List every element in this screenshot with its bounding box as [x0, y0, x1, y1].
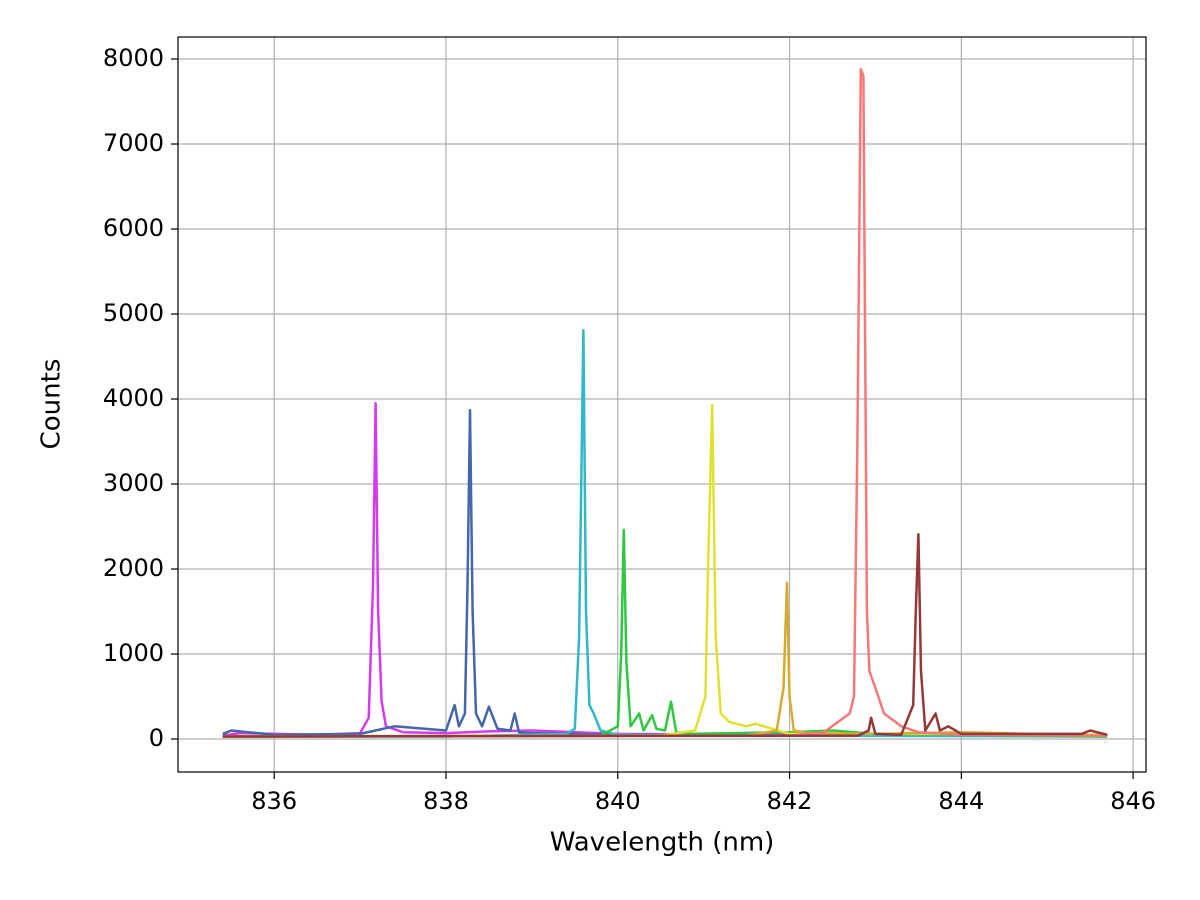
- y-tick-label: 5000: [103, 299, 164, 327]
- x-axis-label: Wavelength (nm): [550, 828, 775, 858]
- y-tick-label: 4000: [103, 384, 164, 412]
- series-line: [222, 408, 1108, 737]
- series-line: [222, 581, 1108, 738]
- series-line: [222, 532, 1108, 738]
- x-tick-label: 846: [1110, 787, 1156, 815]
- x-tick-label: 836: [251, 787, 297, 815]
- plot-lines: [222, 67, 1108, 738]
- series-line: [222, 67, 1108, 738]
- plot-frame: [177, 36, 1147, 773]
- y-tick-label: 1000: [103, 639, 164, 667]
- x-tick-label: 842: [767, 787, 813, 815]
- y-tick-label: 8000: [103, 44, 164, 72]
- x-tick-label: 840: [595, 787, 641, 815]
- x-tick-label: 844: [938, 787, 984, 815]
- y-tick-label: 3000: [103, 469, 164, 497]
- y-axis-label: Counts: [37, 359, 67, 450]
- y-tick-label: 0: [149, 724, 164, 752]
- series-line: [222, 528, 1108, 738]
- series-line: [222, 403, 1108, 738]
- y-tick-label: 2000: [103, 554, 164, 582]
- y-tick-label: 6000: [103, 214, 164, 242]
- y-tick-label: 7000: [103, 129, 164, 157]
- series-line: [222, 328, 1108, 738]
- x-tick-label: 838: [423, 787, 469, 815]
